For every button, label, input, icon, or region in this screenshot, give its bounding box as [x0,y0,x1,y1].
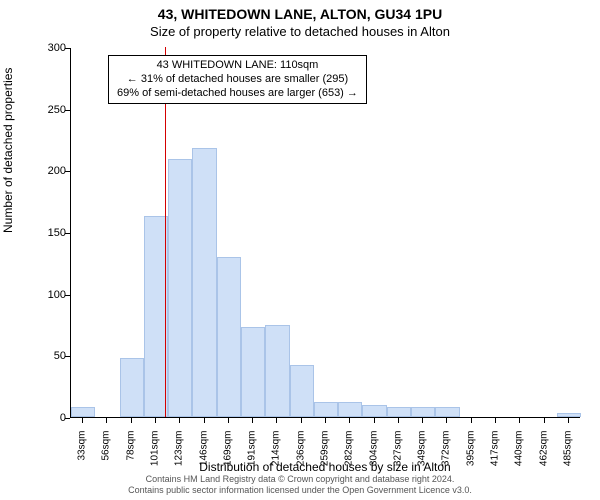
histogram-bar [265,325,289,418]
y-tick-label: 300 [26,42,66,54]
x-tick-mark [568,418,569,423]
chart-subtitle: Size of property relative to detached ho… [0,24,600,39]
x-tick-mark [544,418,545,423]
chart-title: 43, WHITEDOWN LANE, ALTON, GU34 1PU [0,6,600,22]
y-tick-label: 0 [26,412,66,424]
annotation-line: 69% of semi-detached houses are larger (… [117,87,358,101]
x-tick-mark [179,418,180,423]
histogram-bar [435,407,459,417]
histogram-bar [168,159,192,417]
x-tick-mark [471,418,472,423]
x-tick-mark [228,418,229,423]
x-axis-label: Distribution of detached houses by size … [70,460,580,474]
x-tick-mark [276,418,277,423]
x-tick-mark [301,418,302,423]
x-tick-mark [82,418,83,423]
footer-line-1: Contains HM Land Registry data © Crown c… [0,474,600,485]
x-tick-mark [131,418,132,423]
x-tick-mark [204,418,205,423]
histogram-bar [290,365,314,417]
histogram-bar [217,257,241,417]
histogram-bar [71,407,95,417]
x-tick-mark [374,418,375,423]
histogram-bar [387,407,411,417]
histogram-bar [557,413,581,417]
chart-container: 43, WHITEDOWN LANE, ALTON, GU34 1PU Size… [0,0,600,500]
histogram-bar [120,358,144,417]
y-tick-label: 50 [26,350,66,362]
x-tick-mark [325,418,326,423]
annotation-line: ← 31% of detached houses are smaller (29… [117,73,358,87]
footer-attribution: Contains HM Land Registry data © Crown c… [0,474,600,496]
x-tick-mark [398,418,399,423]
annotation-line: 43 WHITEDOWN LANE: 110sqm [117,59,358,73]
x-tick-mark [155,418,156,423]
x-tick-mark [106,418,107,423]
annotation-box: 43 WHITEDOWN LANE: 110sqm← 31% of detach… [108,55,367,104]
x-tick-mark [495,418,496,423]
y-tick-label: 150 [26,227,66,239]
x-tick-mark [349,418,350,423]
x-tick-mark [446,418,447,423]
x-tick-mark [422,418,423,423]
histogram-bar [362,405,386,417]
y-tick-label: 200 [26,165,66,177]
x-tick-mark [519,418,520,423]
histogram-bar [411,407,435,417]
x-tick-mark [252,418,253,423]
y-tick-label: 100 [26,289,66,301]
y-axis-label: Number of detached properties [1,68,15,233]
y-tick-mark [65,418,70,419]
footer-line-2: Contains public sector information licen… [0,485,600,496]
histogram-bar [338,402,362,417]
histogram-bar [241,327,265,417]
histogram-bar [314,402,338,417]
y-tick-label: 250 [26,104,66,116]
histogram-bar [192,148,216,417]
